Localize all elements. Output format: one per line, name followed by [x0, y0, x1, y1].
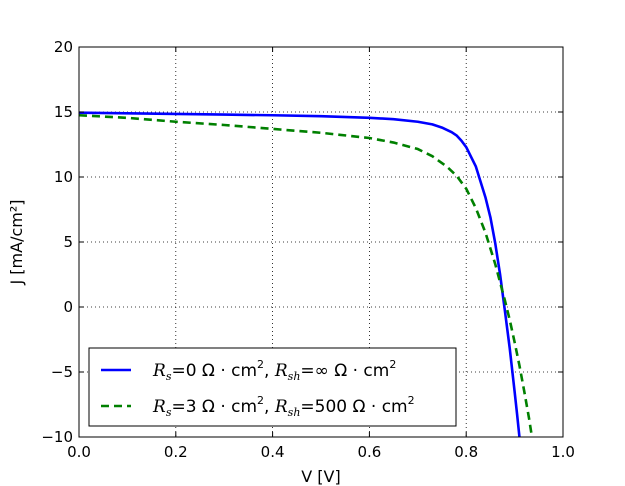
series-layer	[79, 111, 534, 437]
x-tick-label: 0.4	[261, 443, 285, 461]
y-axis-label: J [mA/cm²]	[7, 199, 26, 285]
legend-sep-1: ,	[264, 361, 275, 381]
legend-rs-symbol-2: R	[152, 397, 166, 417]
legend: Rs=0 Ω · cm2, Rsh=∞ Ω · cm2 Rs=3 Ω · cm2…	[88, 347, 457, 427]
legend-rs-value-2: =3 Ω · cm	[171, 397, 257, 417]
legend-rs-sub-2: s	[166, 406, 172, 419]
tick-layer: 0.0 0.2 0.4 0.6 0.8 1.0 −10 −5 0 5 10 15 20	[41, 38, 575, 461]
y-tick-label: 5	[63, 233, 73, 251]
y-tick-label: −5	[51, 363, 73, 381]
legend-rs-sup-2: 2	[257, 394, 264, 407]
legend-rsh-sup-1: 2	[389, 358, 396, 371]
y-tick-label: 10	[54, 168, 73, 186]
x-axis-label: V [V]	[301, 467, 340, 486]
y-tick-label: −10	[41, 428, 73, 446]
legend-rs-symbol-1: R	[152, 361, 166, 381]
legend-rsh-sub-2: sh	[288, 406, 301, 419]
y-tick-label: 0	[63, 298, 73, 316]
legend-rsh-symbol-1: R	[274, 361, 288, 381]
legend-box	[88, 347, 457, 427]
legend-rs-sub-1: s	[166, 370, 172, 383]
x-tick-label: 0.6	[357, 443, 381, 461]
x-tick-label: 0.0	[67, 443, 91, 461]
x-tick-label: 0.2	[164, 443, 188, 461]
y-tick-label: 20	[54, 38, 73, 56]
x-tick-label: 0.8	[454, 443, 478, 461]
series-line-2	[79, 113, 534, 437]
legend-rsh-value-2: =500 Ω · cm	[300, 397, 407, 417]
legend-rsh-value-1: =∞ Ω · cm	[300, 361, 389, 381]
y-tick-label: 15	[54, 103, 73, 121]
series-line-1	[79, 111, 521, 437]
legend-rs-value-1: =0 Ω · cm	[171, 361, 257, 381]
legend-rsh-sub-1: sh	[288, 370, 301, 383]
legend-rsh-sup-2: 2	[408, 394, 415, 407]
legend-label-series-1: Rs=0 Ω · cm2, Rsh=∞ Ω · cm2	[152, 358, 396, 383]
legend-rsh-symbol-2: R	[274, 397, 288, 417]
legend-rs-sup-1: 2	[257, 358, 264, 371]
x-tick-label: 1.0	[551, 443, 575, 461]
legend-sep-2: ,	[264, 397, 275, 417]
legend-label-series-2: Rs=3 Ω · cm2, Rsh=500 Ω · cm2	[152, 394, 415, 419]
